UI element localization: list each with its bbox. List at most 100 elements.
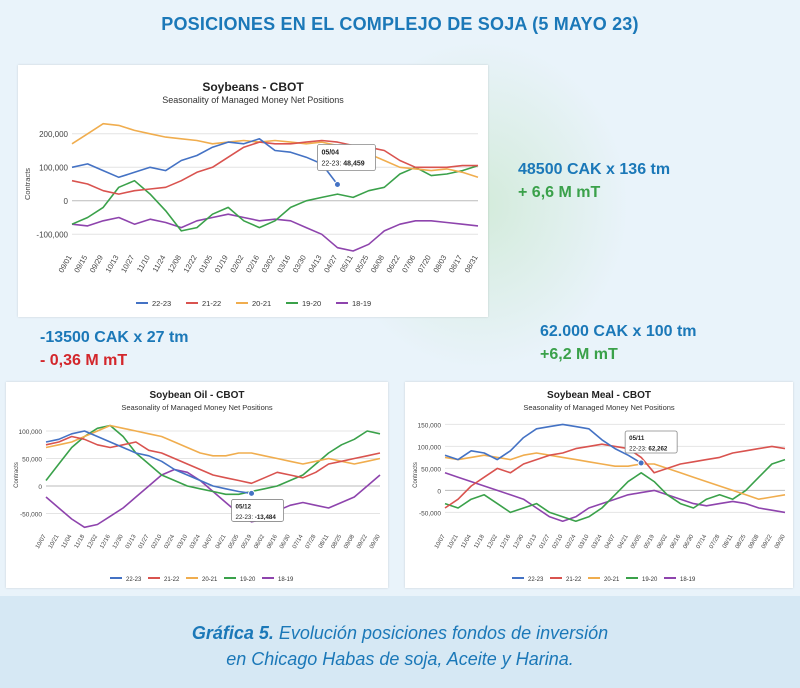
series-line-22-23	[444, 423, 642, 464]
figure-caption: Gráfica 5. Evolución posiciones fondos d…	[0, 620, 800, 672]
chart-subtitle: Seasonality of Managed Money Net Positio…	[121, 403, 273, 412]
y-tick-label: 0	[38, 484, 42, 491]
y-axis-label: Contracts	[14, 462, 20, 488]
tooltip-series-label: 22-23:	[629, 445, 648, 452]
x-tick-label: 06/16	[669, 533, 682, 550]
x-tick-label: 10/13	[103, 254, 120, 275]
x-tick-label: 05/11	[338, 254, 355, 274]
series-line-18-19	[45, 468, 381, 529]
tooltip-date: 05/04	[321, 150, 339, 157]
y-axis-label: Contracts	[413, 462, 419, 488]
tooltip-value: 22-23: 48,459	[321, 161, 364, 168]
x-tick-label: 12/16	[99, 533, 112, 550]
x-tick-label: 04/07	[202, 533, 215, 550]
x-tick-label: 06/30	[279, 533, 292, 550]
x-tick-label: 02/10	[151, 533, 164, 550]
y-tick-label: 150,000	[418, 422, 442, 429]
tooltip-point	[333, 181, 341, 189]
x-tick-label: 07/14	[696, 533, 709, 550]
chart-subtitle: Seasonality of Managed Money Net Positio…	[523, 403, 675, 412]
x-tick-label: 04/07	[604, 533, 617, 550]
x-tick-label: 08/25	[735, 533, 748, 550]
x-tick-label: 12/16	[499, 533, 512, 550]
page-title: POSICIONES EN EL COMPLEJO DE SOJA (5 MAY…	[161, 14, 639, 34]
tooltip-number: 62,262	[648, 445, 667, 452]
x-tick-label: 04/27	[322, 254, 339, 275]
x-tick-label: 08/11	[722, 533, 735, 549]
x-tick-label: 12/22	[181, 254, 198, 275]
x-tick-label: 07/20	[416, 254, 433, 275]
tooltip-point	[248, 489, 256, 497]
tooltip-date: 05/12	[236, 504, 252, 511]
legend-label-18-19: 18-19	[680, 577, 696, 583]
series-line-18-19	[71, 213, 479, 252]
series-line-20-21	[45, 424, 381, 465]
x-tick-label: 08/03	[431, 254, 448, 275]
chart-oil: Soybean Oil - CBOT Seasonality of Managed…	[14, 390, 382, 583]
x-tick-label: 08/11	[318, 533, 331, 549]
series-line-19-20	[71, 164, 479, 232]
x-tick-label: 02/16	[244, 254, 261, 275]
chart-panel-meal: Soybean Meal - CBOT Seasonality of Manage…	[405, 382, 793, 588]
x-tick-label: 06/22	[384, 254, 401, 275]
tooltip-number: 48,459	[343, 161, 365, 168]
x-tick-label: 02/24	[163, 533, 176, 550]
x-tick-label: 10/07	[434, 533, 447, 550]
chart-title: Soybeans - CBOT	[202, 80, 304, 94]
tooltip-box	[231, 499, 284, 522]
x-tick-label: 11/18	[74, 533, 87, 549]
series-line-21-22	[45, 435, 381, 485]
x-tick-label: 06/02	[656, 533, 669, 550]
y-tick-label: 50,000	[22, 457, 42, 464]
tooltip-point	[637, 459, 645, 467]
x-tick-label: 02/24	[565, 533, 578, 550]
x-tick-label: 12/30	[112, 533, 125, 550]
x-tick-label: 05/25	[353, 254, 370, 275]
note-oil-line1: -13500 CAK x 27 tm	[40, 329, 189, 346]
note-soybeans: 48500 CAK x 136 tm + 6,6 M mT	[518, 158, 670, 204]
x-tick-label: 07/06	[400, 254, 417, 275]
series-line-20-21	[71, 122, 479, 179]
x-tick-label: 12/08	[166, 254, 183, 275]
x-tick-label: 07/14	[292, 533, 305, 550]
x-tick-label: 03/30	[291, 254, 308, 275]
tooltip-value: 22-23: -13,484	[236, 514, 277, 521]
x-tick-label: 09/22	[761, 533, 774, 550]
x-tick-label: 10/07	[35, 533, 48, 550]
series-line-22-23	[45, 430, 252, 495]
x-tick-label: 08/31	[463, 254, 480, 275]
legend-label-20-21: 20-21	[252, 299, 271, 308]
note-meal-line1: 62.000 CAK x 100 tm	[540, 323, 697, 340]
note-oil: -13500 CAK x 27 tm - 0,36 M mT	[40, 326, 189, 372]
x-tick-label: 01/13	[125, 533, 138, 550]
series-line-19-20	[45, 424, 381, 496]
series-line-21-22	[444, 443, 786, 509]
y-tick-label: 200,000	[39, 130, 68, 139]
y-tick-label: -50,000	[20, 512, 42, 519]
y-tick-label: -50,000	[419, 510, 441, 517]
legend-label-18-19: 18-19	[278, 577, 294, 583]
x-tick-label: 09/01	[57, 254, 74, 275]
x-tick-label: 09/22	[356, 533, 369, 550]
y-axis-label: Contracts	[23, 168, 32, 200]
caption-line1: Evolución posiciones fondos de inversión	[273, 623, 609, 643]
x-tick-label: 01/27	[138, 533, 151, 550]
x-tick-label: 02/10	[552, 533, 565, 550]
tooltip-number: -13,484	[255, 514, 277, 521]
note-meal-line2: +6,2 M mT	[540, 346, 618, 364]
x-tick-label: 05/19	[241, 533, 254, 550]
y-tick-label: 0	[64, 197, 69, 206]
legend-label-22-23: 22-23	[152, 299, 171, 308]
x-tick-label: 04/13	[306, 254, 323, 275]
note-soybeans-line1: 48500 CAK x 136 tm	[518, 161, 671, 178]
y-tick-label: 0	[437, 488, 441, 495]
x-tick-label: 11/18	[473, 533, 486, 549]
series-line-20-21	[444, 452, 786, 500]
x-tick-label: 09/30	[774, 533, 787, 550]
x-tick-label: 06/16	[266, 533, 279, 550]
x-tick-label: 06/08	[369, 254, 386, 275]
legend-label-22-23: 22-23	[528, 577, 544, 583]
x-tick-label: 02/02	[228, 254, 245, 275]
legend-label-21-22: 21-22	[566, 577, 582, 583]
